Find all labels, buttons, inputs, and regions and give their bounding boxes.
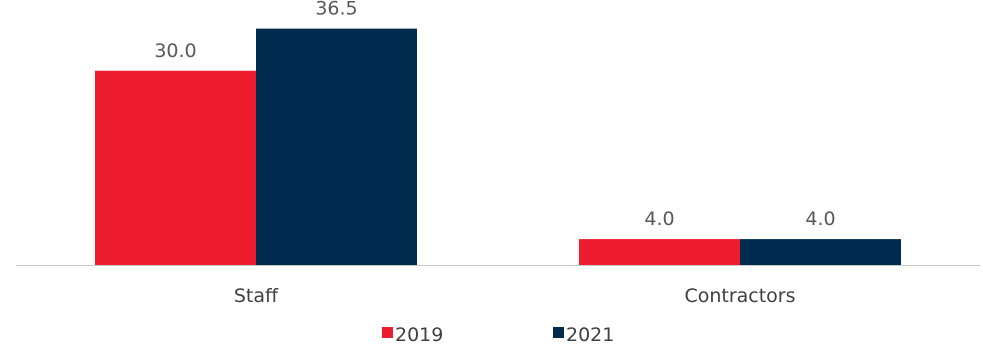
legend-label-2021: 2021 — [566, 324, 614, 346]
data-label-contractors-2021: 4.0 — [805, 208, 835, 230]
category-label-staff: Staff — [234, 285, 279, 307]
data-label-contractors-2019: 4.0 — [644, 208, 674, 230]
category-label-contractors: Contractors — [684, 285, 795, 307]
bar-staff-2021 — [256, 28, 417, 265]
data-label-staff-2019: 30.0 — [154, 40, 196, 62]
legend-label-2019: 2019 — [395, 324, 443, 346]
legend-swatch-2019 — [382, 327, 393, 338]
legend-swatch-2021 — [553, 327, 564, 338]
bar-contractors-2021 — [740, 239, 901, 265]
bar-contractors-2019 — [579, 239, 740, 265]
bar-staff-2019 — [95, 70, 256, 265]
data-label-staff-2021: 36.5 — [315, 0, 357, 20]
